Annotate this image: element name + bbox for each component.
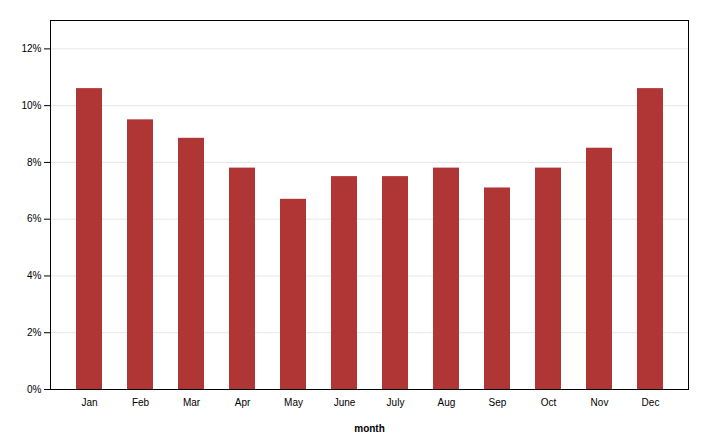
svg-text:Feb: Feb [132,397,150,408]
svg-text:Nov: Nov [591,397,609,408]
svg-text:June: June [334,397,356,408]
svg-text:2%: 2% [27,327,42,338]
svg-text:Dec: Dec [642,397,660,408]
svg-text:Apr: Apr [235,397,251,408]
svg-text:July: July [387,397,405,408]
svg-text:Aug: Aug [438,397,456,408]
svg-text:Jan: Jan [81,397,97,408]
svg-text:Sep: Sep [489,397,507,408]
svg-text:8%: 8% [27,157,42,168]
svg-text:6%: 6% [27,213,42,224]
svg-text:4%: 4% [27,270,42,281]
svg-text:12%: 12% [21,43,41,54]
svg-text:10%: 10% [21,100,41,111]
svg-text:month: month [354,423,385,434]
svg-text:Oct: Oct [541,397,557,408]
svg-text:Mar: Mar [183,397,201,408]
svg-text:0%: 0% [27,384,42,395]
svg-text:May: May [284,397,303,408]
